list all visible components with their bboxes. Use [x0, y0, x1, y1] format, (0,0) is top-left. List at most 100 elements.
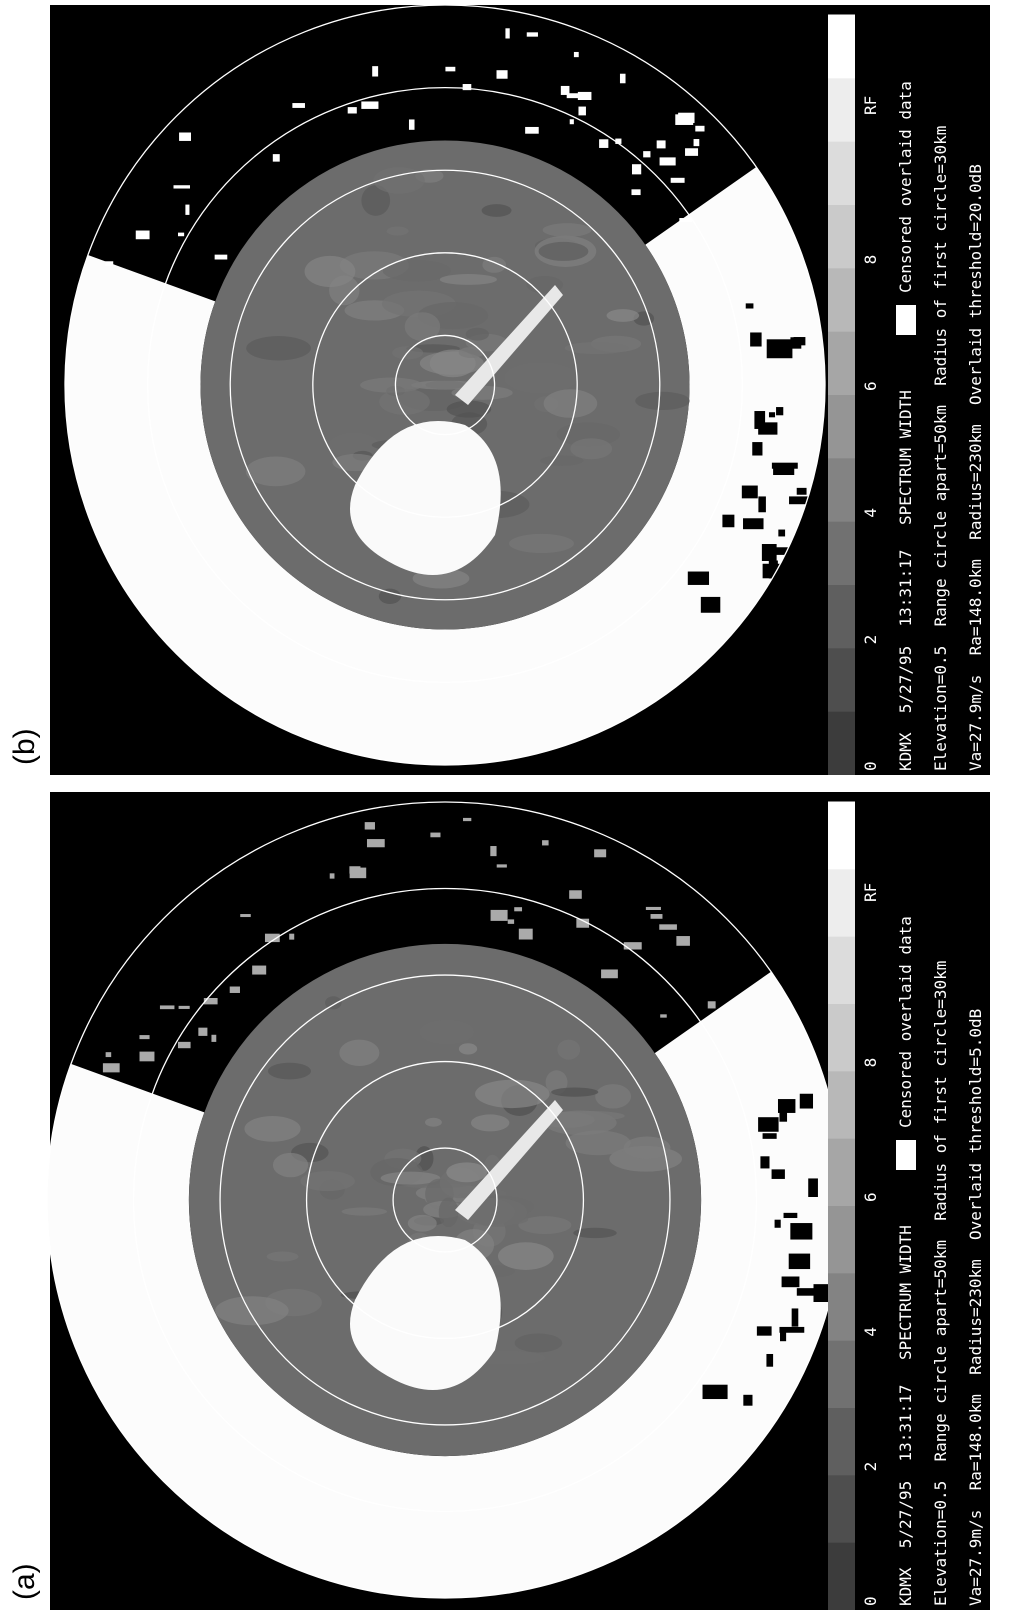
texture — [408, 1215, 437, 1232]
texture — [246, 336, 311, 360]
echo — [620, 74, 626, 84]
texture — [267, 1252, 299, 1262]
texture — [509, 534, 574, 553]
panel-label: (b) — [8, 728, 41, 765]
echo — [505, 28, 509, 38]
echo — [569, 890, 582, 899]
texture — [570, 438, 612, 459]
gap — [772, 463, 798, 469]
texture — [425, 1118, 442, 1127]
colorbar-segment — [828, 802, 855, 870]
echo — [599, 139, 608, 148]
parameters: Elevation=0.5 Range circle apart=50km Ra… — [931, 126, 950, 771]
echo — [527, 32, 538, 36]
parameters: Va=27.9m/s Ra=148.0km Radius=230km Overl… — [966, 164, 985, 771]
texture — [440, 274, 497, 285]
texture — [475, 1080, 550, 1108]
product-name: SPECTRUM WIDTH — [896, 1225, 915, 1360]
echo — [657, 140, 666, 148]
echo — [508, 919, 514, 923]
echo — [211, 1035, 216, 1042]
colorbar-label: 8 — [861, 1058, 880, 1068]
echo — [497, 70, 508, 79]
echo — [601, 969, 618, 978]
colorbar-segment — [828, 1071, 855, 1139]
colorbar-segment — [828, 1475, 855, 1543]
gap — [688, 572, 709, 585]
gap — [701, 597, 720, 613]
gap — [780, 1332, 786, 1341]
echo — [179, 133, 191, 141]
echo — [105, 261, 113, 266]
gap — [722, 515, 734, 528]
texture — [459, 347, 484, 358]
texture — [387, 227, 409, 236]
echo — [215, 255, 228, 260]
echo — [103, 1063, 120, 1072]
gap — [790, 337, 801, 348]
echo — [514, 907, 522, 911]
colorbar-segment — [828, 78, 855, 142]
echo — [106, 1052, 112, 1057]
texture — [339, 1040, 379, 1066]
echo — [594, 849, 606, 857]
colorbar-segment — [828, 331, 855, 395]
colorbar-segment — [828, 141, 855, 205]
echo — [660, 1014, 667, 1017]
gap — [763, 1133, 777, 1139]
texture — [540, 455, 583, 465]
texture — [459, 1043, 477, 1054]
colorbar-segment — [828, 585, 855, 649]
gap — [758, 1117, 778, 1132]
gap — [746, 303, 754, 308]
colorbar-label: 4 — [861, 508, 880, 518]
censored-swatch — [896, 1140, 916, 1170]
texture — [498, 1242, 554, 1270]
colorbar-label: RF — [861, 96, 880, 115]
echo — [292, 103, 305, 108]
texture — [273, 1153, 308, 1177]
colorbar-segment — [828, 458, 855, 522]
echo — [694, 139, 700, 146]
texture — [515, 1333, 563, 1352]
echo — [497, 864, 507, 867]
gap — [776, 407, 783, 415]
echo — [646, 907, 661, 910]
echo — [695, 126, 704, 132]
gap — [775, 1220, 781, 1228]
texture — [439, 1198, 459, 1228]
colorbar-segment — [828, 1408, 855, 1476]
colorbar-label: 2 — [861, 1462, 880, 1472]
texture — [544, 389, 598, 417]
echo — [178, 233, 184, 237]
gap — [790, 1223, 812, 1239]
echo — [178, 1042, 191, 1048]
echo — [367, 839, 385, 847]
colorbar-segment — [828, 869, 855, 937]
gap — [789, 496, 813, 504]
texture — [635, 392, 690, 410]
panel-label: (a) — [8, 1563, 41, 1600]
echo — [567, 93, 581, 98]
colorbar-label: 0 — [861, 761, 880, 771]
gap — [779, 1112, 787, 1121]
colorbar-label: RF — [861, 883, 880, 902]
colorbar-segment — [828, 648, 855, 712]
texture — [471, 1114, 509, 1131]
product-name: SPECTRUM WIDTH — [896, 390, 915, 525]
colorbar-segment — [828, 1138, 855, 1206]
echo — [185, 205, 189, 215]
echo — [361, 101, 378, 108]
gap — [789, 1254, 810, 1269]
echo — [675, 114, 693, 125]
colorbar-segment — [828, 268, 855, 332]
gap — [797, 488, 807, 495]
echo — [350, 868, 367, 879]
echo — [671, 178, 685, 183]
echo — [330, 873, 335, 878]
gap — [742, 486, 758, 499]
echo — [659, 924, 677, 929]
echo — [252, 966, 266, 975]
colorbar-segment — [828, 936, 855, 1004]
echo — [198, 1028, 207, 1036]
